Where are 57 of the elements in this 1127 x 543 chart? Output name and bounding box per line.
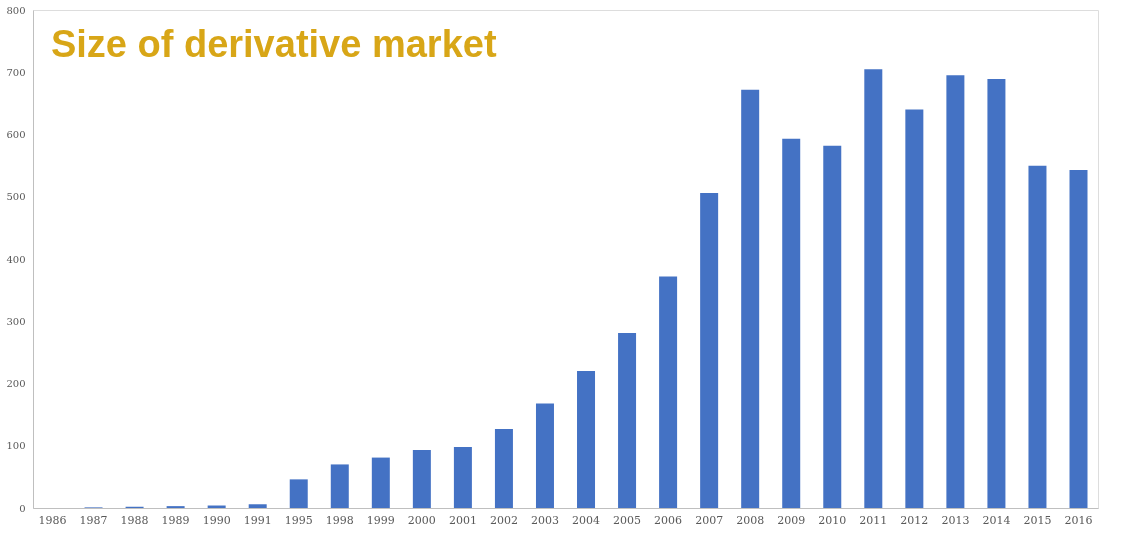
x-tick-label: 2010 — [818, 513, 847, 527]
bar — [577, 371, 596, 508]
bar — [700, 193, 719, 508]
x-tick-label: 1988 — [120, 513, 149, 527]
bar — [987, 79, 1006, 508]
bar — [371, 457, 390, 508]
x-tick-label: 2000 — [407, 513, 436, 527]
y-tick-label: 0 — [19, 502, 26, 514]
x-tick-label: 2004 — [572, 513, 601, 527]
bar — [453, 446, 472, 508]
bar — [782, 138, 801, 508]
y-tick-label: 200 — [6, 378, 26, 389]
bar — [330, 464, 349, 508]
bar — [741, 89, 760, 508]
bar — [1028, 165, 1047, 508]
x-tick-label: 2002 — [489, 513, 518, 527]
y-tick-label: 700 — [6, 66, 26, 78]
bar — [905, 109, 924, 508]
x-tick-label: 2012 — [900, 513, 929, 527]
x-tick-label: 1986 — [38, 513, 67, 527]
x-tick-label: 2016 — [1064, 513, 1093, 527]
y-tick-label: 100 — [6, 440, 26, 452]
chart-title: Size of derivative market — [50, 23, 497, 65]
bar — [535, 403, 554, 508]
y-tick-label: 300 — [6, 315, 26, 327]
x-tick-label: 2005 — [613, 513, 642, 527]
x-tick-label: 2011 — [859, 513, 888, 527]
y-tick-label: 800 — [6, 4, 26, 16]
x-tick-label: 2014 — [982, 513, 1011, 527]
bar — [494, 428, 513, 508]
x-tick-label: 2007 — [695, 513, 724, 527]
bar — [412, 450, 431, 508]
y-tick-label: 600 — [6, 129, 26, 140]
x-tick-label: 2006 — [654, 513, 683, 527]
x-tick-label: 2013 — [941, 513, 970, 527]
bar — [823, 145, 842, 508]
x-tick-label: 1989 — [161, 513, 190, 527]
bar — [659, 276, 678, 508]
bar — [618, 333, 637, 508]
x-tick-label: 2015 — [1023, 513, 1052, 527]
x-tick-label: 1995 — [284, 513, 313, 527]
x-tick-label: 1991 — [243, 513, 272, 527]
x-tick-label: 2001 — [448, 513, 477, 527]
y-tick-label: 500 — [6, 191, 26, 203]
bar — [864, 69, 883, 508]
y-tick-label: 400 — [6, 253, 26, 265]
x-tick-label: 1998 — [325, 513, 354, 527]
x-tick-label: 1999 — [366, 513, 395, 527]
x-tick-label: 1987 — [79, 513, 108, 527]
x-tick-label: 1990 — [202, 513, 231, 527]
x-tick-label: 2008 — [736, 513, 765, 527]
x-tick-label: 2003 — [530, 513, 559, 527]
bar — [1069, 169, 1088, 508]
bar — [248, 504, 267, 508]
bar — [289, 479, 308, 508]
bar — [946, 75, 965, 508]
x-tick-label: 2009 — [777, 513, 806, 527]
